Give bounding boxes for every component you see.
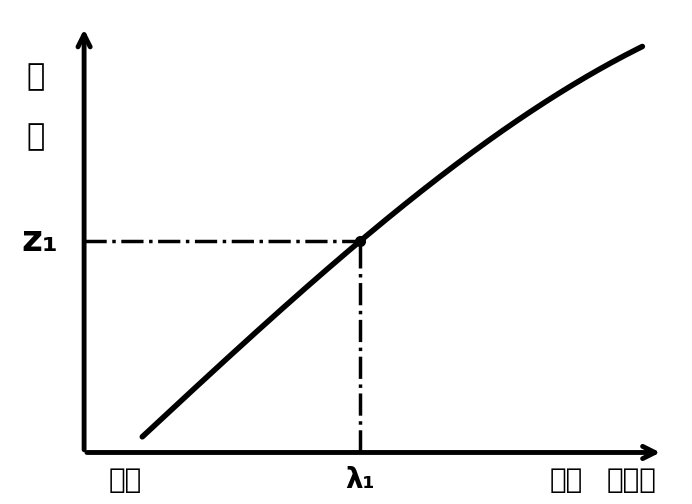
- Text: z₁: z₁: [21, 224, 57, 259]
- Text: 波长域: 波长域: [606, 466, 656, 494]
- Text: 纵: 纵: [27, 62, 45, 91]
- Text: 长波: 长波: [550, 466, 583, 494]
- Text: 短波: 短波: [109, 466, 142, 494]
- Text: λ₁: λ₁: [345, 466, 374, 494]
- Text: 深: 深: [27, 122, 45, 151]
